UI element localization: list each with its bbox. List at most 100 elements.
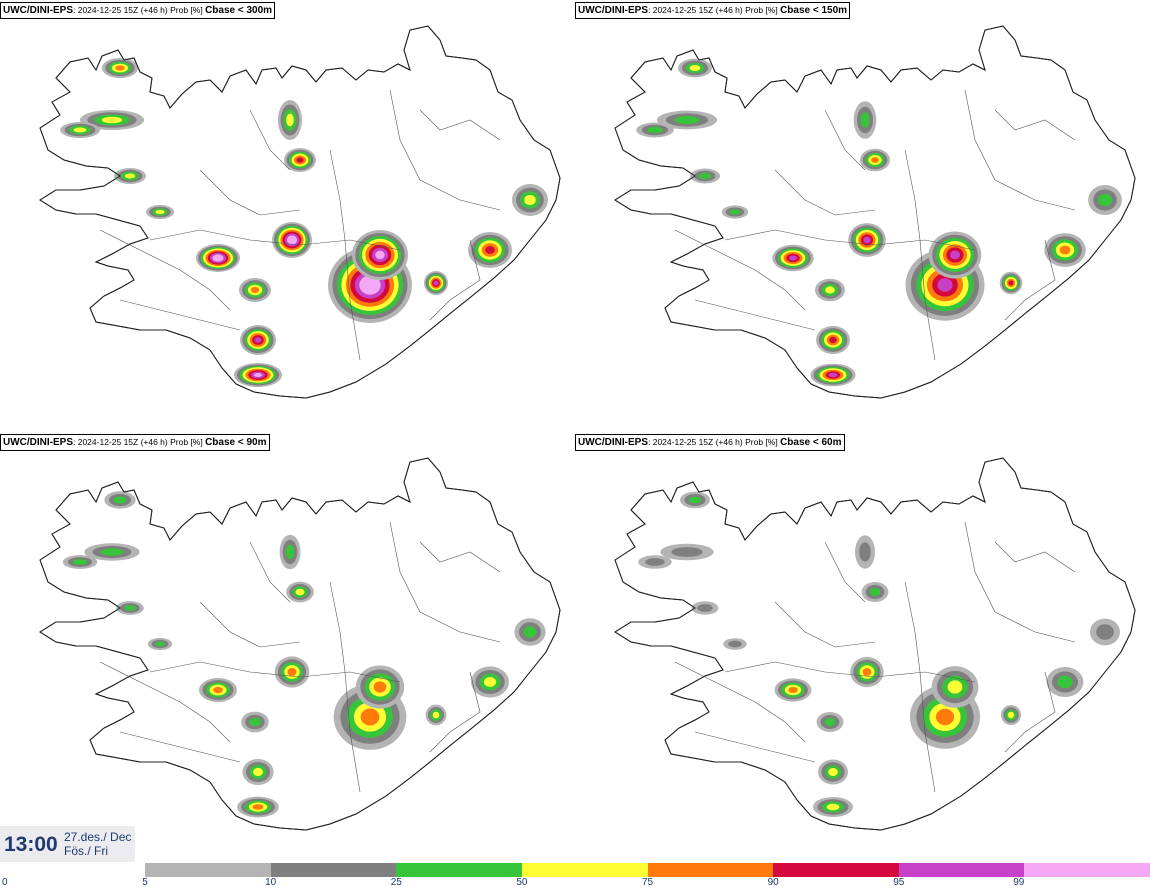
probability-blob — [818, 759, 848, 785]
boundary-line — [694, 731, 816, 763]
probability-contour — [124, 605, 136, 611]
probability-blob — [468, 232, 512, 268]
probability-blob — [424, 271, 448, 295]
probability-blob — [274, 656, 310, 688]
probability-blob — [999, 271, 1023, 295]
probability-blob — [284, 148, 316, 172]
colorbar-segment — [647, 863, 774, 877]
boundary-line — [429, 239, 481, 321]
colorbar-tick-label: 5 — [142, 877, 148, 888]
boundary-line — [389, 521, 501, 643]
probability-contour — [859, 542, 871, 562]
boundary-line — [994, 541, 1076, 573]
probability-blob — [514, 618, 546, 646]
probability-blob — [861, 582, 889, 602]
probability-blob — [848, 223, 886, 257]
probability-contour — [155, 641, 165, 647]
probability-contour — [373, 681, 387, 693]
probability-blob — [815, 278, 845, 302]
probability-contour — [483, 677, 497, 687]
colorbar-segment — [396, 863, 522, 877]
probability-contour — [523, 626, 537, 638]
probability-blob — [638, 555, 672, 569]
probability-blob — [234, 363, 282, 387]
probability-contour — [825, 286, 835, 294]
boundary-line — [249, 541, 291, 603]
probability-blob — [723, 638, 747, 650]
probability-blob — [146, 205, 174, 219]
iceland-map — [614, 457, 1136, 831]
probability-blob — [678, 58, 712, 78]
probability-contour — [250, 286, 260, 294]
probability-contour — [671, 547, 703, 557]
probability-blob — [102, 58, 138, 78]
iceland-map — [614, 25, 1136, 399]
boundary-line — [199, 169, 301, 216]
probability-blob — [928, 231, 982, 279]
probability-contour — [113, 496, 127, 504]
probability-blob — [80, 110, 144, 130]
boundary-line — [1004, 671, 1056, 753]
probability-contour — [213, 686, 223, 694]
colorbar-segment — [521, 863, 648, 877]
probability-contour — [1008, 280, 1014, 286]
probability-contour — [826, 803, 840, 811]
colorbar-tick-label: 90 — [767, 877, 779, 888]
probability-blob — [328, 247, 412, 323]
probability-blob — [810, 363, 856, 387]
boundary-line — [329, 581, 361, 793]
probability-blob — [239, 278, 271, 302]
iceland-coastline — [39, 25, 561, 399]
colorbar-segment — [773, 863, 899, 877]
probability-contour — [249, 717, 261, 727]
probability-blob — [114, 168, 146, 184]
boundary-line — [389, 89, 501, 211]
probability-contour — [829, 336, 837, 344]
valid-date-line1: 27.des./ Dec — [64, 830, 132, 844]
boundary-line — [964, 521, 1076, 643]
probability-contour — [73, 127, 87, 133]
boundary-line — [1004, 239, 1056, 321]
boundary-line — [824, 541, 866, 603]
probability-blob — [813, 797, 853, 817]
boundary-line — [149, 229, 401, 251]
probability-contour — [214, 255, 222, 261]
probability-contour — [789, 255, 797, 261]
iceland-map — [39, 457, 561, 831]
panel-title: UWC/DINI-EPS: 2024-12-25 15Z (+46 h) Pro… — [575, 434, 845, 451]
colorbar-ticks: 0 5 10 25 50 75 90 95 99 — [0, 877, 1150, 891]
probability-blob — [355, 665, 405, 709]
map-panel-cbase-60: UWC/DINI-EPS: 2024-12-25 15Z (+46 h) Pro… — [575, 432, 1150, 864]
probability-contour — [728, 640, 742, 648]
probability-contour — [871, 157, 879, 163]
coastline-outline — [614, 25, 1136, 399]
probability-contour — [947, 680, 963, 694]
probability-blob — [512, 184, 548, 216]
probability-contour — [860, 112, 870, 128]
probability-blob — [278, 100, 302, 140]
colorbar-tick-label: 75 — [641, 877, 654, 888]
boundary-line — [724, 661, 976, 683]
probability-contour — [72, 559, 88, 565]
boundary-line — [429, 671, 481, 753]
probability-contour — [360, 708, 380, 726]
probability-contour — [524, 194, 536, 206]
probability-contour — [253, 767, 263, 777]
probability-blob — [471, 666, 509, 698]
probability-contour — [863, 236, 871, 244]
probability-blob — [1044, 233, 1086, 267]
probability-blob — [1046, 667, 1084, 697]
colorbar-segment — [270, 863, 397, 877]
probability-blob — [242, 759, 274, 785]
boundary-line — [149, 661, 401, 683]
iceland-map — [39, 25, 561, 399]
probability-blob — [636, 122, 674, 138]
probability-contour — [828, 372, 838, 378]
probability-blob — [690, 168, 720, 184]
boundary-line — [724, 229, 976, 251]
probability-contour — [950, 250, 960, 260]
panel-title: UWC/DINI-EPS: 2024-12-25 15Z (+46 h) Pro… — [0, 434, 270, 451]
probability-contour — [100, 548, 124, 556]
iceland-coastline — [614, 25, 1136, 399]
probability-blob — [691, 601, 719, 615]
